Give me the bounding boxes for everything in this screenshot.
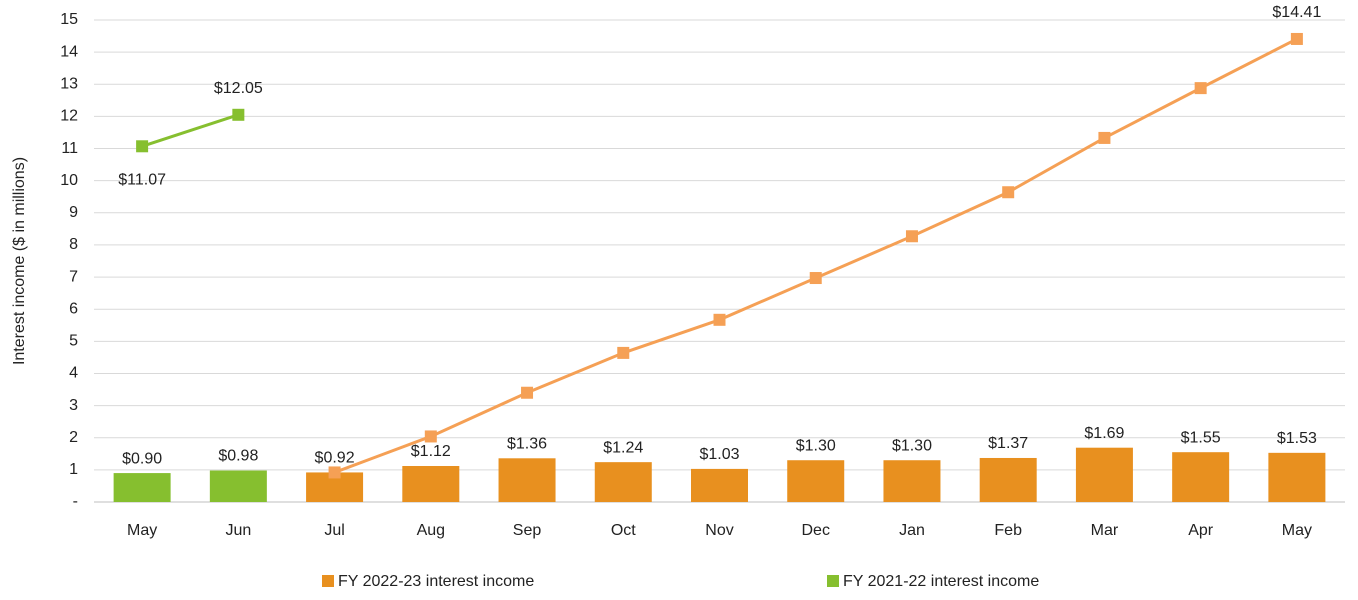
data-label: $1.24 — [603, 439, 643, 456]
data-label: $0.90 — [122, 450, 162, 467]
line-marker — [1290, 32, 1303, 45]
line — [141, 113, 239, 148]
data-label: $11.07 — [118, 172, 166, 189]
y-tick-label: 4 — [69, 365, 78, 382]
y-tick-label: 11 — [61, 140, 78, 157]
y-tick-label: 6 — [69, 300, 78, 317]
data-label: $12.05 — [214, 80, 263, 97]
line-marker — [136, 140, 149, 153]
data-label: $1.30 — [796, 437, 836, 454]
x-tick-label: Nov — [705, 522, 733, 539]
line-marker — [1002, 186, 1015, 199]
x-tick-label: Feb — [994, 522, 1022, 539]
line-marker — [328, 466, 341, 479]
bar — [1075, 447, 1133, 502]
line-marker — [809, 272, 822, 285]
data-label: $1.36 — [507, 436, 547, 453]
legend-label: FY 2021-22 interest income — [843, 573, 1039, 590]
line-marker — [232, 108, 245, 121]
y-tick-label: 10 — [60, 172, 78, 189]
bar — [113, 473, 171, 502]
data-label: $1.55 — [1181, 429, 1221, 446]
data-label: $0.98 — [218, 448, 258, 465]
x-tick-label: Oct — [611, 522, 636, 539]
data-label: $1.53 — [1277, 430, 1317, 447]
bar — [402, 466, 460, 502]
x-tick-label: Aug — [417, 522, 445, 539]
line-marker — [1098, 131, 1111, 144]
line-marker — [1194, 82, 1207, 95]
data-label: $1.12 — [411, 443, 451, 460]
bar — [498, 458, 556, 502]
legend-swatch — [827, 575, 839, 587]
bar — [787, 460, 845, 502]
y-tick-label: 14 — [60, 43, 78, 60]
legend-swatch — [322, 575, 334, 587]
legend-label: FY 2022-23 interest income — [338, 573, 534, 590]
y-tick-label: 7 — [69, 268, 78, 285]
x-tick-label: May — [1282, 522, 1312, 539]
bar — [1172, 452, 1230, 502]
bar — [691, 468, 748, 502]
data-label: $0.92 — [315, 450, 355, 467]
data-label: $1.37 — [988, 435, 1028, 452]
bar — [209, 470, 267, 502]
x-tick-label: Jul — [324, 522, 344, 539]
x-tick-label: Jun — [225, 522, 251, 539]
data-label: $14.41 — [1272, 4, 1321, 21]
x-tick-label: May — [127, 522, 157, 539]
bar — [979, 457, 1037, 502]
x-tick-label: Mar — [1091, 522, 1119, 539]
y-tick-label: 8 — [69, 236, 78, 253]
x-tick-label: Apr — [1188, 522, 1214, 539]
line-marker — [905, 230, 918, 243]
y-tick-label: 1 — [69, 461, 78, 478]
line-marker — [521, 386, 534, 399]
data-label: $1.30 — [892, 437, 932, 454]
line-marker — [713, 313, 726, 326]
line-marker — [424, 430, 437, 443]
y-tick-label: - — [73, 493, 78, 510]
y-tick-label: 3 — [69, 397, 78, 414]
data-label: $1.69 — [1084, 425, 1124, 442]
y-tick-label: 2 — [69, 429, 78, 446]
y-tick-label: 12 — [60, 108, 78, 125]
x-tick-label: Jan — [899, 522, 925, 539]
y-tick-label: 5 — [69, 333, 78, 350]
y-tick-label: 15 — [60, 11, 78, 28]
x-tick-label: Dec — [802, 522, 830, 539]
y-tick-label: 13 — [60, 75, 78, 92]
x-tick-label: Sep — [513, 522, 542, 539]
bar — [1268, 452, 1326, 502]
bar — [594, 462, 652, 502]
y-tick-label: 9 — [69, 204, 78, 221]
y-axis-title: Interest income ($ in millions) — [11, 157, 28, 365]
bar — [883, 460, 941, 502]
line — [334, 37, 1298, 474]
data-label: $1.03 — [699, 446, 739, 463]
line-marker — [617, 346, 630, 359]
